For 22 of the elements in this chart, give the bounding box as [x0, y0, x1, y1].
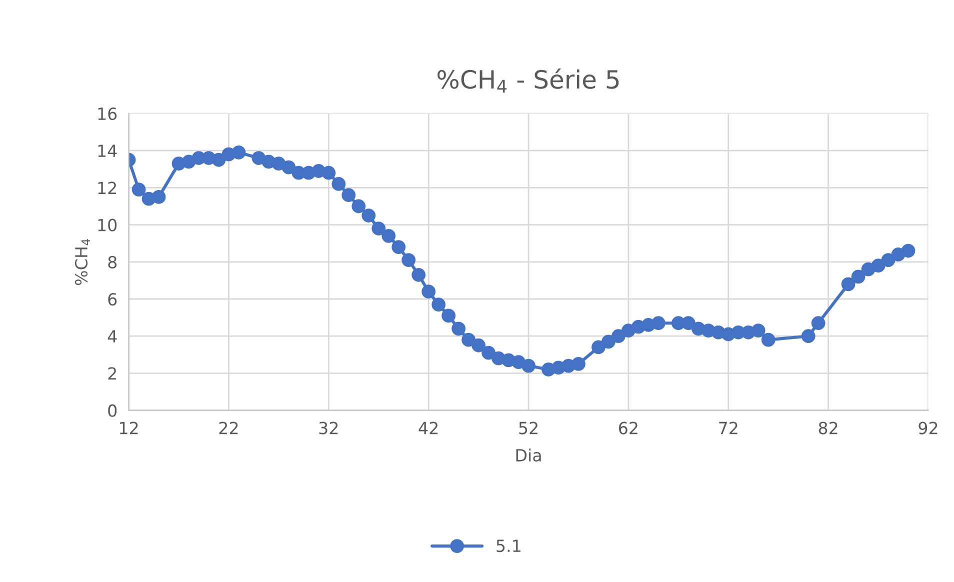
x-tick-label: 72 — [719, 422, 738, 434]
y-axis-title: %CH$_{4}$ — [74, 239, 90, 286]
y-tick-label: 8 — [108, 256, 117, 268]
x-tick-label: 42 — [418, 422, 438, 434]
x-tick-label: 82 — [818, 422, 838, 434]
x-tick-label: 92 — [918, 422, 938, 434]
y-tick-label: 16 — [98, 107, 117, 120]
y-tick-label: 14 — [98, 144, 117, 157]
x-tick-label: 32 — [319, 422, 338, 434]
y-tick-label: 0 — [108, 404, 117, 417]
y-tick-label: 10 — [98, 218, 117, 232]
y-tick-label: 6 — [108, 292, 117, 306]
x-tick-label: 22 — [219, 422, 238, 434]
y-tick-label: 4 — [108, 330, 117, 342]
x-tick-label: 52 — [519, 422, 538, 434]
legend-label: 5.1 — [496, 540, 520, 552]
x-tick-label: 62 — [619, 422, 638, 434]
x-axis-title: Dia — [516, 448, 541, 462]
y-tick-label: 12 — [98, 182, 116, 194]
y-tick-label: 2 — [108, 367, 116, 380]
x-tick-label: 12 — [120, 422, 138, 434]
chart-title: %CH$_{4}$ - Série 5 — [438, 68, 619, 93]
